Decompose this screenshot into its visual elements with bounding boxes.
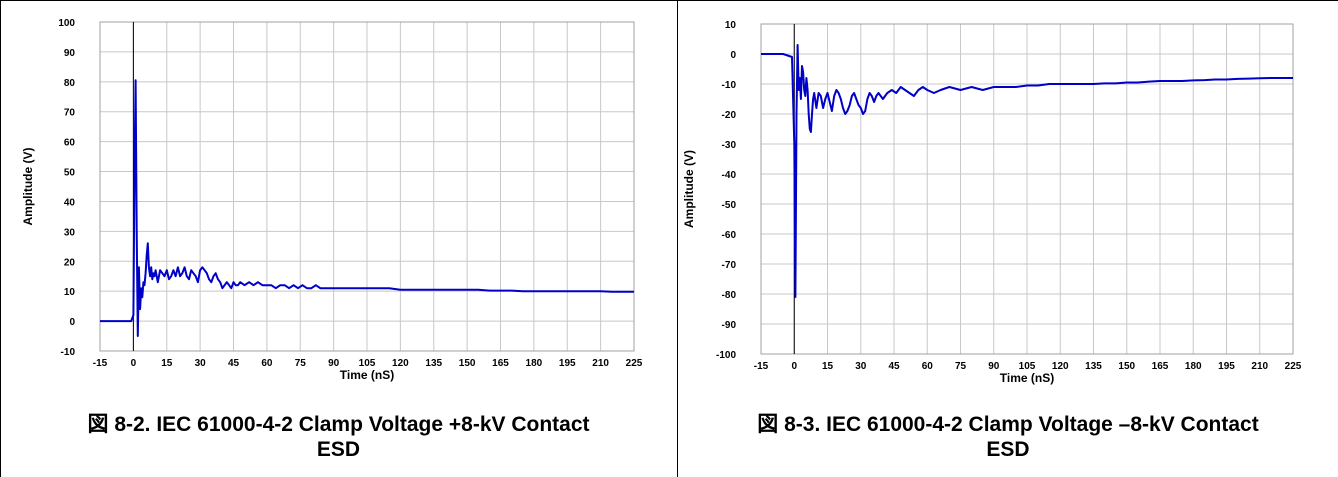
frame-top-border bbox=[0, 0, 1338, 1]
chart-negative-clamp: -15 0 15 30 45 60 75 90 105 120 135 150 165 180 195 210… bbox=[682, 20, 1302, 385]
y-tick-labels: -10 0 10 20 30 40 50 60 70 80 90 100 bbox=[58, 18, 75, 358]
figure-caption-negative: 図 8-3. IEC 61000-4-2 Clamp Voltage –8-kV… bbox=[678, 412, 1338, 462]
y-tick-label: -70 bbox=[722, 260, 737, 271]
x-tick-label: 105 bbox=[359, 358, 376, 369]
caption-line-1: 図 8-2. IEC 61000-4-2 Clamp Voltage +8-kV… bbox=[87, 413, 590, 436]
y-tick-label: -10 bbox=[722, 80, 737, 91]
x-tick-label: 90 bbox=[988, 361, 1000, 372]
x-tick-label: 210 bbox=[592, 358, 609, 369]
x-tick-label: 45 bbox=[228, 358, 240, 369]
y-tick-label: 60 bbox=[64, 138, 76, 149]
gridlines bbox=[760, 23, 1294, 355]
series-line bbox=[761, 44, 1293, 298]
y-tick-label: 0 bbox=[69, 317, 75, 328]
x-tick-label: 30 bbox=[195, 358, 207, 369]
y-tick-label: 20 bbox=[64, 257, 76, 268]
x-tick-labels: -15 0 15 30 45 60 75 90 105 120 135 150 165 180 195 210… bbox=[93, 358, 643, 369]
x-tick-label: 195 bbox=[1218, 361, 1235, 372]
x-tick-label: 30 bbox=[855, 361, 867, 372]
x-tick-label: 210 bbox=[1251, 361, 1268, 372]
x-tick-label: 75 bbox=[295, 358, 307, 369]
x-tick-label: 60 bbox=[261, 358, 273, 369]
x-tick-label: 225 bbox=[1285, 361, 1302, 372]
x-tick-label: 45 bbox=[888, 361, 900, 372]
y-tick-label: -30 bbox=[722, 140, 737, 151]
x-tick-label: 150 bbox=[1118, 361, 1135, 372]
y-tick-label: 80 bbox=[64, 78, 76, 89]
x-tick-label: 120 bbox=[1052, 361, 1069, 372]
x-tick-label: 180 bbox=[1185, 361, 1202, 372]
plot-area-border bbox=[760, 23, 1294, 355]
y-tick-label: 0 bbox=[730, 50, 736, 61]
y-tick-label: 40 bbox=[64, 197, 76, 208]
caption-line-1: 図 8-3. IEC 61000-4-2 Clamp Voltage –8-kV… bbox=[757, 413, 1259, 436]
y-tick-label: -50 bbox=[722, 200, 737, 211]
x-tick-label: 0 bbox=[131, 358, 137, 369]
x-tick-label: 75 bbox=[955, 361, 967, 372]
plot-area-border bbox=[99, 21, 635, 352]
x-tick-label: 135 bbox=[1085, 361, 1102, 372]
x-tick-label: 165 bbox=[492, 358, 509, 369]
y-tick-label: 10 bbox=[725, 20, 737, 31]
chart-panel-negative: -15 0 15 30 45 60 75 90 105 120 135 150 165 180 195 210… bbox=[678, 0, 1338, 477]
x-tick-label: 225 bbox=[626, 358, 643, 369]
y-tick-label: -20 bbox=[722, 110, 737, 121]
caption-line-2: ESD bbox=[986, 438, 1030, 461]
y-tick-label: 90 bbox=[64, 48, 76, 59]
x-tick-label: 60 bbox=[922, 361, 934, 372]
x-tick-label: 120 bbox=[392, 358, 409, 369]
x-tick-label: -15 bbox=[93, 358, 108, 369]
x-axis-label: Time (nS) bbox=[1000, 371, 1054, 385]
x-tick-label: 135 bbox=[425, 358, 442, 369]
frame-left-border bbox=[0, 0, 1, 477]
y-axis-label: Amplitude (V) bbox=[682, 150, 696, 228]
y-tick-label: 70 bbox=[64, 108, 76, 119]
y-tick-label: -10 bbox=[61, 347, 76, 358]
x-tick-label: 0 bbox=[791, 361, 797, 372]
x-tick-label: 90 bbox=[328, 358, 340, 369]
x-axis-label: Time (nS) bbox=[340, 368, 394, 382]
y-tick-label: 100 bbox=[58, 18, 75, 29]
chart-panel-positive: -15 0 15 30 45 60 75 90 105 120 135 150 165 180 195 210… bbox=[0, 18, 677, 462]
x-tick-label: 165 bbox=[1152, 361, 1169, 372]
y-tick-label: 30 bbox=[64, 227, 76, 238]
caption-line-2: ESD bbox=[316, 438, 361, 461]
x-tick-label: -15 bbox=[754, 361, 769, 372]
x-tick-label: 105 bbox=[1019, 361, 1036, 372]
gridlines bbox=[99, 21, 635, 352]
y-tick-label: -100 bbox=[716, 350, 736, 361]
x-tick-label: 150 bbox=[459, 358, 476, 369]
x-tick-label: 15 bbox=[822, 361, 834, 372]
y-tick-label: 10 bbox=[64, 287, 76, 298]
y-axis-label: Amplitude (V) bbox=[21, 148, 35, 226]
y-tick-label: 50 bbox=[64, 168, 76, 179]
y-tick-label: -80 bbox=[722, 290, 737, 301]
y-tick-label: -60 bbox=[722, 230, 737, 241]
series-line bbox=[100, 79, 634, 337]
y-tick-label: -90 bbox=[722, 320, 737, 331]
figure-caption-positive: 図 8-2. IEC 61000-4-2 Clamp Voltage +8-kV… bbox=[0, 412, 677, 462]
y-tick-label: -40 bbox=[722, 170, 737, 181]
x-tick-label: 15 bbox=[161, 358, 173, 369]
x-tick-labels: -15 0 15 30 45 60 75 90 105 120 135 150 165 180 195 210… bbox=[754, 361, 1302, 372]
x-tick-label: 195 bbox=[559, 358, 576, 369]
x-tick-label: 180 bbox=[526, 358, 543, 369]
chart-positive-clamp: -15 0 15 30 45 60 75 90 105 120 135 150 165 180 195 210… bbox=[21, 18, 643, 382]
frame-divider bbox=[677, 0, 678, 477]
